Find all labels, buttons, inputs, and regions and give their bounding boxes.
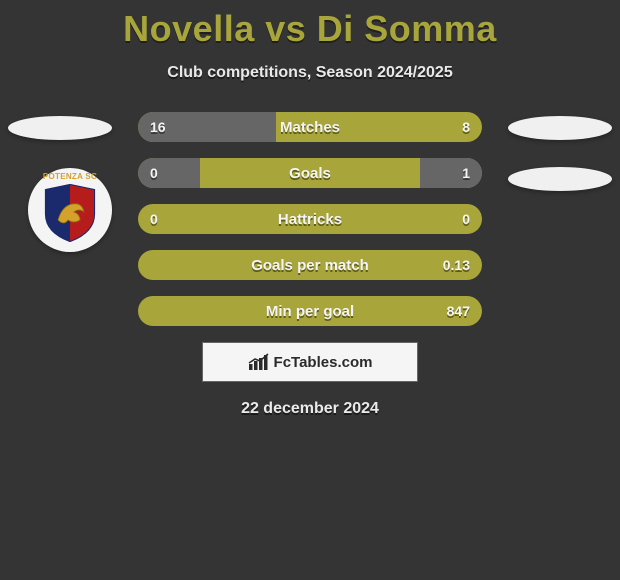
- stat-bars: 16Matches80Goals10Hattricks0Goals per ma…: [138, 112, 482, 326]
- stat-row: 0Hattricks0: [138, 204, 482, 234]
- stat-value-right: 8: [462, 112, 470, 142]
- stat-name: Goals: [138, 158, 482, 188]
- club-badge: POTENZA SC: [28, 168, 112, 252]
- chart-icon: [248, 353, 270, 371]
- date-label: 22 december 2024: [0, 400, 620, 418]
- footer-brand-text: FcTables.com: [274, 354, 373, 371]
- stat-row: Min per goal847: [138, 296, 482, 326]
- stat-value-right: 0: [462, 204, 470, 234]
- stat-value-right: 1: [462, 158, 470, 188]
- stat-row: 0Goals1: [138, 158, 482, 188]
- stat-value-right: 0.13: [443, 250, 470, 280]
- stat-value-right: 847: [447, 296, 470, 326]
- footer-brand-box: FcTables.com: [202, 342, 418, 382]
- stats-area: POTENZA SC 16Matches80Goals10Hattricks0G…: [0, 112, 620, 326]
- avatar-placeholder-left: [8, 116, 112, 140]
- stat-name: Min per goal: [138, 296, 482, 326]
- club-badge-label: POTENZA SC: [38, 172, 102, 181]
- stat-name: Goals per match: [138, 250, 482, 280]
- stat-name: Matches: [138, 112, 482, 142]
- avatar-placeholder-right-2: [508, 167, 612, 191]
- club-shield-icon: [44, 184, 96, 242]
- stat-row: 16Matches8: [138, 112, 482, 142]
- stat-row: Goals per match0.13: [138, 250, 482, 280]
- stat-name: Hattricks: [138, 204, 482, 234]
- subtitle: Club competitions, Season 2024/2025: [0, 64, 620, 82]
- page-title: Novella vs Di Somma: [0, 0, 620, 50]
- avatar-placeholder-right-1: [508, 116, 612, 140]
